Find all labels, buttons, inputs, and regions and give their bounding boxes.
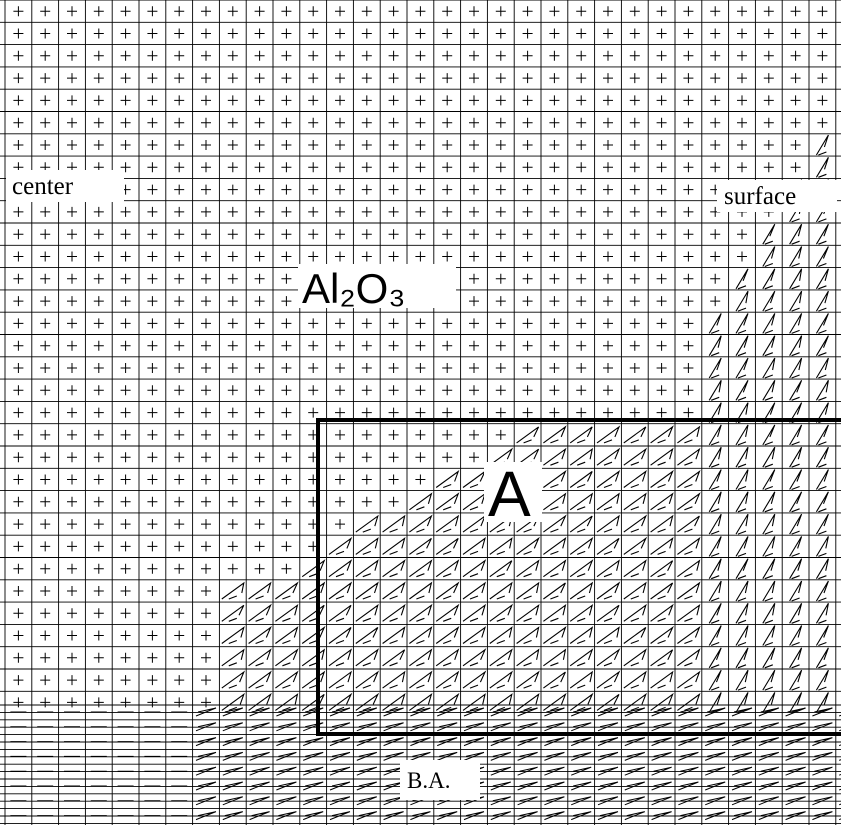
region-a-label: A [488,458,531,530]
surface-label: surface [724,183,796,210]
stress-field-figure: center surface Al₂O₃ A B.A. [0,0,841,825]
material-label: Al₂O₃ [302,265,405,312]
center-label: center [12,173,74,200]
page: center surface Al₂O₃ A B.A. (() => { con… [0,0,841,825]
region-ba-label: B.A. [407,768,450,793]
